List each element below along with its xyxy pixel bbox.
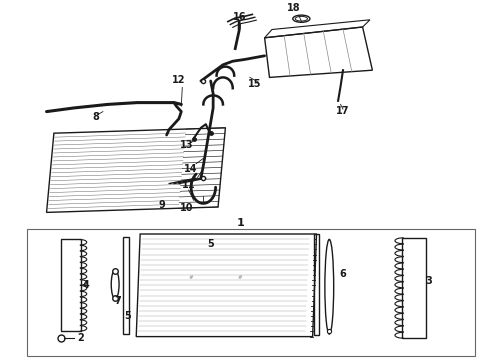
Text: 13: 13	[179, 140, 193, 150]
Text: 4: 4	[82, 280, 89, 290]
Text: 15: 15	[248, 79, 262, 89]
Text: 5: 5	[207, 239, 214, 249]
Text: 5: 5	[124, 311, 131, 321]
Text: 3: 3	[425, 276, 432, 287]
Text: 1: 1	[236, 218, 244, 228]
Text: #: #	[238, 275, 243, 280]
Text: 8: 8	[92, 112, 99, 122]
Text: 9: 9	[158, 200, 165, 210]
Text: 14: 14	[184, 164, 198, 174]
Text: 10: 10	[179, 203, 193, 213]
Text: 11: 11	[182, 180, 196, 190]
Text: 17: 17	[336, 106, 350, 116]
Text: #: #	[189, 275, 194, 280]
Text: 2: 2	[77, 333, 84, 343]
Text: 6: 6	[340, 269, 346, 279]
Text: 18: 18	[287, 3, 301, 13]
Text: 16: 16	[233, 12, 247, 22]
Text: 12: 12	[172, 75, 186, 85]
Text: 7: 7	[114, 296, 121, 306]
